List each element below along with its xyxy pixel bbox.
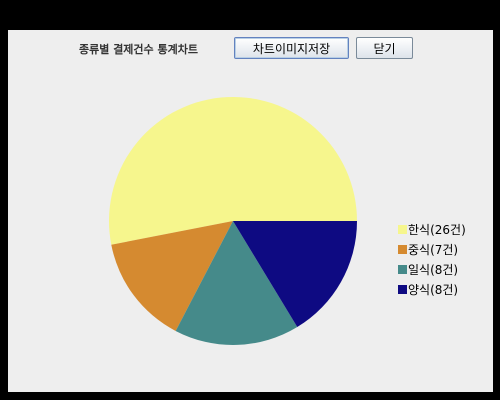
- legend-item-2: 중식(7건): [398, 242, 466, 262]
- pie-slice-4: [233, 221, 357, 328]
- pie-slice-1: [109, 96, 358, 245]
- pie-slice-3: [175, 221, 298, 346]
- close-button[interactable]: 닫기: [356, 37, 413, 59]
- legend-item-3: 일식(8건): [398, 262, 466, 282]
- save-chart-image-button[interactable]: 차트이미지저장: [234, 37, 349, 59]
- legend-item-1: 한식(26건): [398, 222, 466, 242]
- chart-title: 종류별 결제건수 통계차트: [79, 43, 198, 56]
- legend-label: 양식(8건): [408, 283, 459, 297]
- chart-legend: 한식(26건) 중식(7건) 일식(8건) 양식(8건): [398, 222, 466, 302]
- legend-label: 한식(26건): [408, 223, 466, 237]
- pie-slice-2: [111, 221, 233, 331]
- legend-swatch: [398, 225, 407, 234]
- legend-swatch: [398, 245, 407, 254]
- legend-label: 일식(8건): [408, 263, 459, 277]
- legend-label: 중식(7건): [408, 243, 459, 257]
- legend-swatch: [398, 285, 407, 294]
- legend-item-4: 양식(8건): [398, 282, 466, 302]
- legend-swatch: [398, 265, 407, 274]
